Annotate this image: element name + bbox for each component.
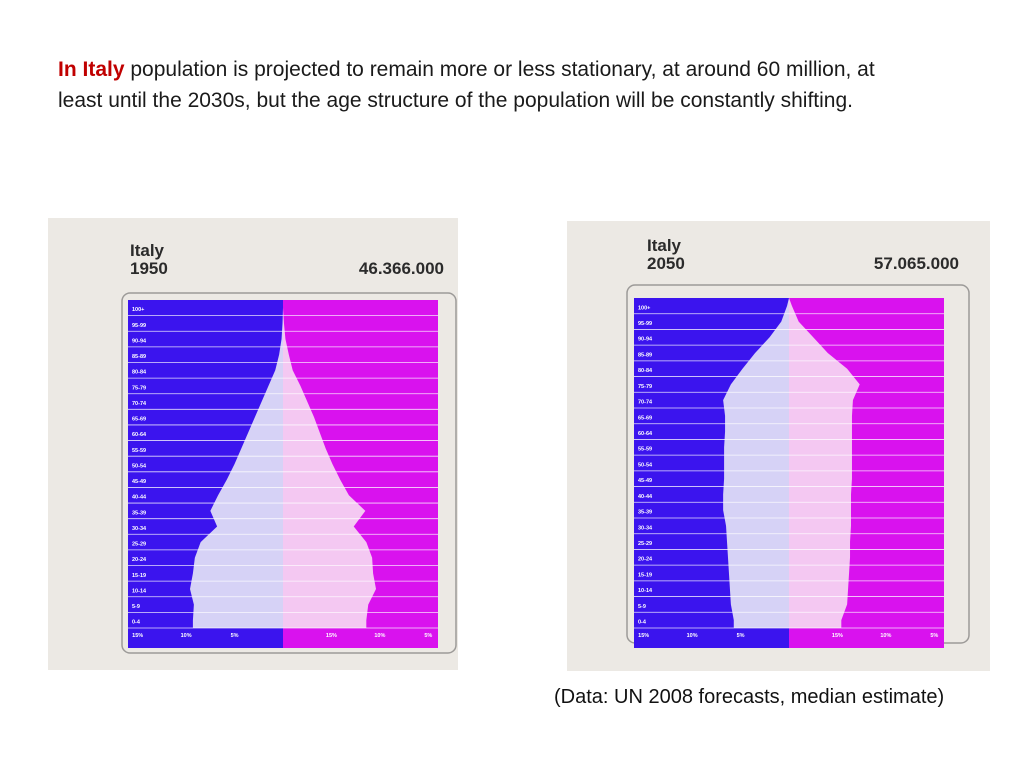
age-group-label: 45-49 [132, 479, 146, 485]
pyramid-frame [121, 292, 457, 654]
female-pyramid-area [283, 300, 376, 628]
x-tick-label-left: 5% [231, 633, 239, 639]
age-group-label: 20-24 [638, 557, 653, 563]
age-group-label: 25-29 [638, 541, 652, 547]
x-tick-label-left: 5% [737, 633, 745, 639]
age-group-label: 30-34 [638, 525, 653, 531]
age-group-label: 60-64 [132, 432, 147, 438]
x-tick-label-right: 15% [832, 633, 843, 639]
age-group-label: 30-34 [132, 526, 147, 532]
chart-total-population: 46.366.000 [359, 259, 444, 278]
chart-total-population: 57.065.000 [874, 254, 959, 273]
chart-year-label: 2050 [647, 254, 685, 273]
age-group-label: 10-14 [638, 588, 653, 594]
x-tick-label-right: 10% [374, 633, 385, 639]
age-group-label: 65-69 [638, 415, 652, 421]
age-group-label: 70-74 [132, 401, 147, 407]
female-pyramid-area [789, 298, 860, 628]
age-group-label: 100+ [132, 307, 144, 313]
age-group-label: 100+ [638, 305, 650, 311]
age-group-label: 70-74 [638, 400, 653, 406]
age-group-label: 5-9 [638, 604, 646, 610]
x-tick-label-right: 15% [326, 633, 337, 639]
age-group-label: 50-54 [132, 463, 147, 469]
age-group-label: 95-99 [132, 323, 146, 329]
age-group-label: 10-14 [132, 588, 147, 594]
age-group-label: 20-24 [132, 557, 147, 563]
x-tick-label-left: 15% [638, 633, 649, 639]
age-group-label: 80-84 [132, 370, 147, 376]
age-group-label: 15-19 [638, 572, 652, 578]
x-tick-label-right: 10% [880, 633, 891, 639]
age-group-label: 0-4 [132, 620, 141, 626]
chart-country-label: Italy [647, 236, 682, 255]
age-group-label: 0-4 [638, 620, 647, 626]
age-group-label: 90-94 [638, 337, 653, 343]
age-group-label: 80-84 [638, 368, 653, 374]
age-group-label: 55-59 [638, 447, 652, 453]
pyramid-chart-2050: Italy 2050 57.065.000 100+ 95-99 90-94 85-89 80… [567, 221, 990, 671]
age-group-label: 35-39 [638, 510, 652, 516]
age-group-label: 65-69 [132, 417, 146, 423]
age-group-label: 75-79 [638, 384, 652, 390]
age-group-label: 85-89 [132, 354, 146, 360]
age-group-label: 50-54 [638, 462, 653, 468]
x-tick-label-right: 5% [930, 633, 938, 639]
age-group-label: 40-44 [638, 494, 653, 500]
headline: In Italy population is projected to rema… [58, 54, 918, 116]
age-group-label: 75-79 [132, 385, 146, 391]
x-tick-label-left: 10% [181, 633, 192, 639]
age-group-label: 90-94 [132, 338, 147, 344]
chart-year-label: 1950 [130, 259, 168, 278]
footnote-text: (Data: UN 2008 forecasts, median estimat… [554, 686, 945, 708]
x-tick-label-left: 15% [132, 633, 143, 639]
age-group-label: 15-19 [132, 573, 146, 579]
age-group-label: 95-99 [638, 321, 652, 327]
age-group-label: 5-9 [132, 604, 140, 610]
age-group-label: 55-59 [132, 448, 146, 454]
age-group-label: 25-29 [132, 542, 146, 548]
age-group-label: 85-89 [638, 352, 652, 358]
chart-country-label: Italy [130, 241, 165, 260]
x-tick-label-left: 10% [687, 633, 698, 639]
pyramid-chart-1950: Italy 1950 46.366.000 100+ 95-99 90-94 85-89 80… [48, 218, 458, 670]
footnote-visible: (Data: UN 2008 forecasts, median estimat… [554, 686, 944, 709]
age-group-label: 35-39 [132, 510, 146, 516]
headline-text: population is projected to remain more o… [58, 58, 875, 112]
male-pyramid-area [723, 298, 789, 628]
headline-lead: In Italy [58, 58, 125, 81]
x-tick-label-right: 5% [424, 633, 432, 639]
age-group-label: 60-64 [638, 431, 653, 437]
age-group-label: 45-49 [638, 478, 652, 484]
age-group-label: 40-44 [132, 495, 147, 501]
male-pyramid-area [190, 300, 283, 628]
